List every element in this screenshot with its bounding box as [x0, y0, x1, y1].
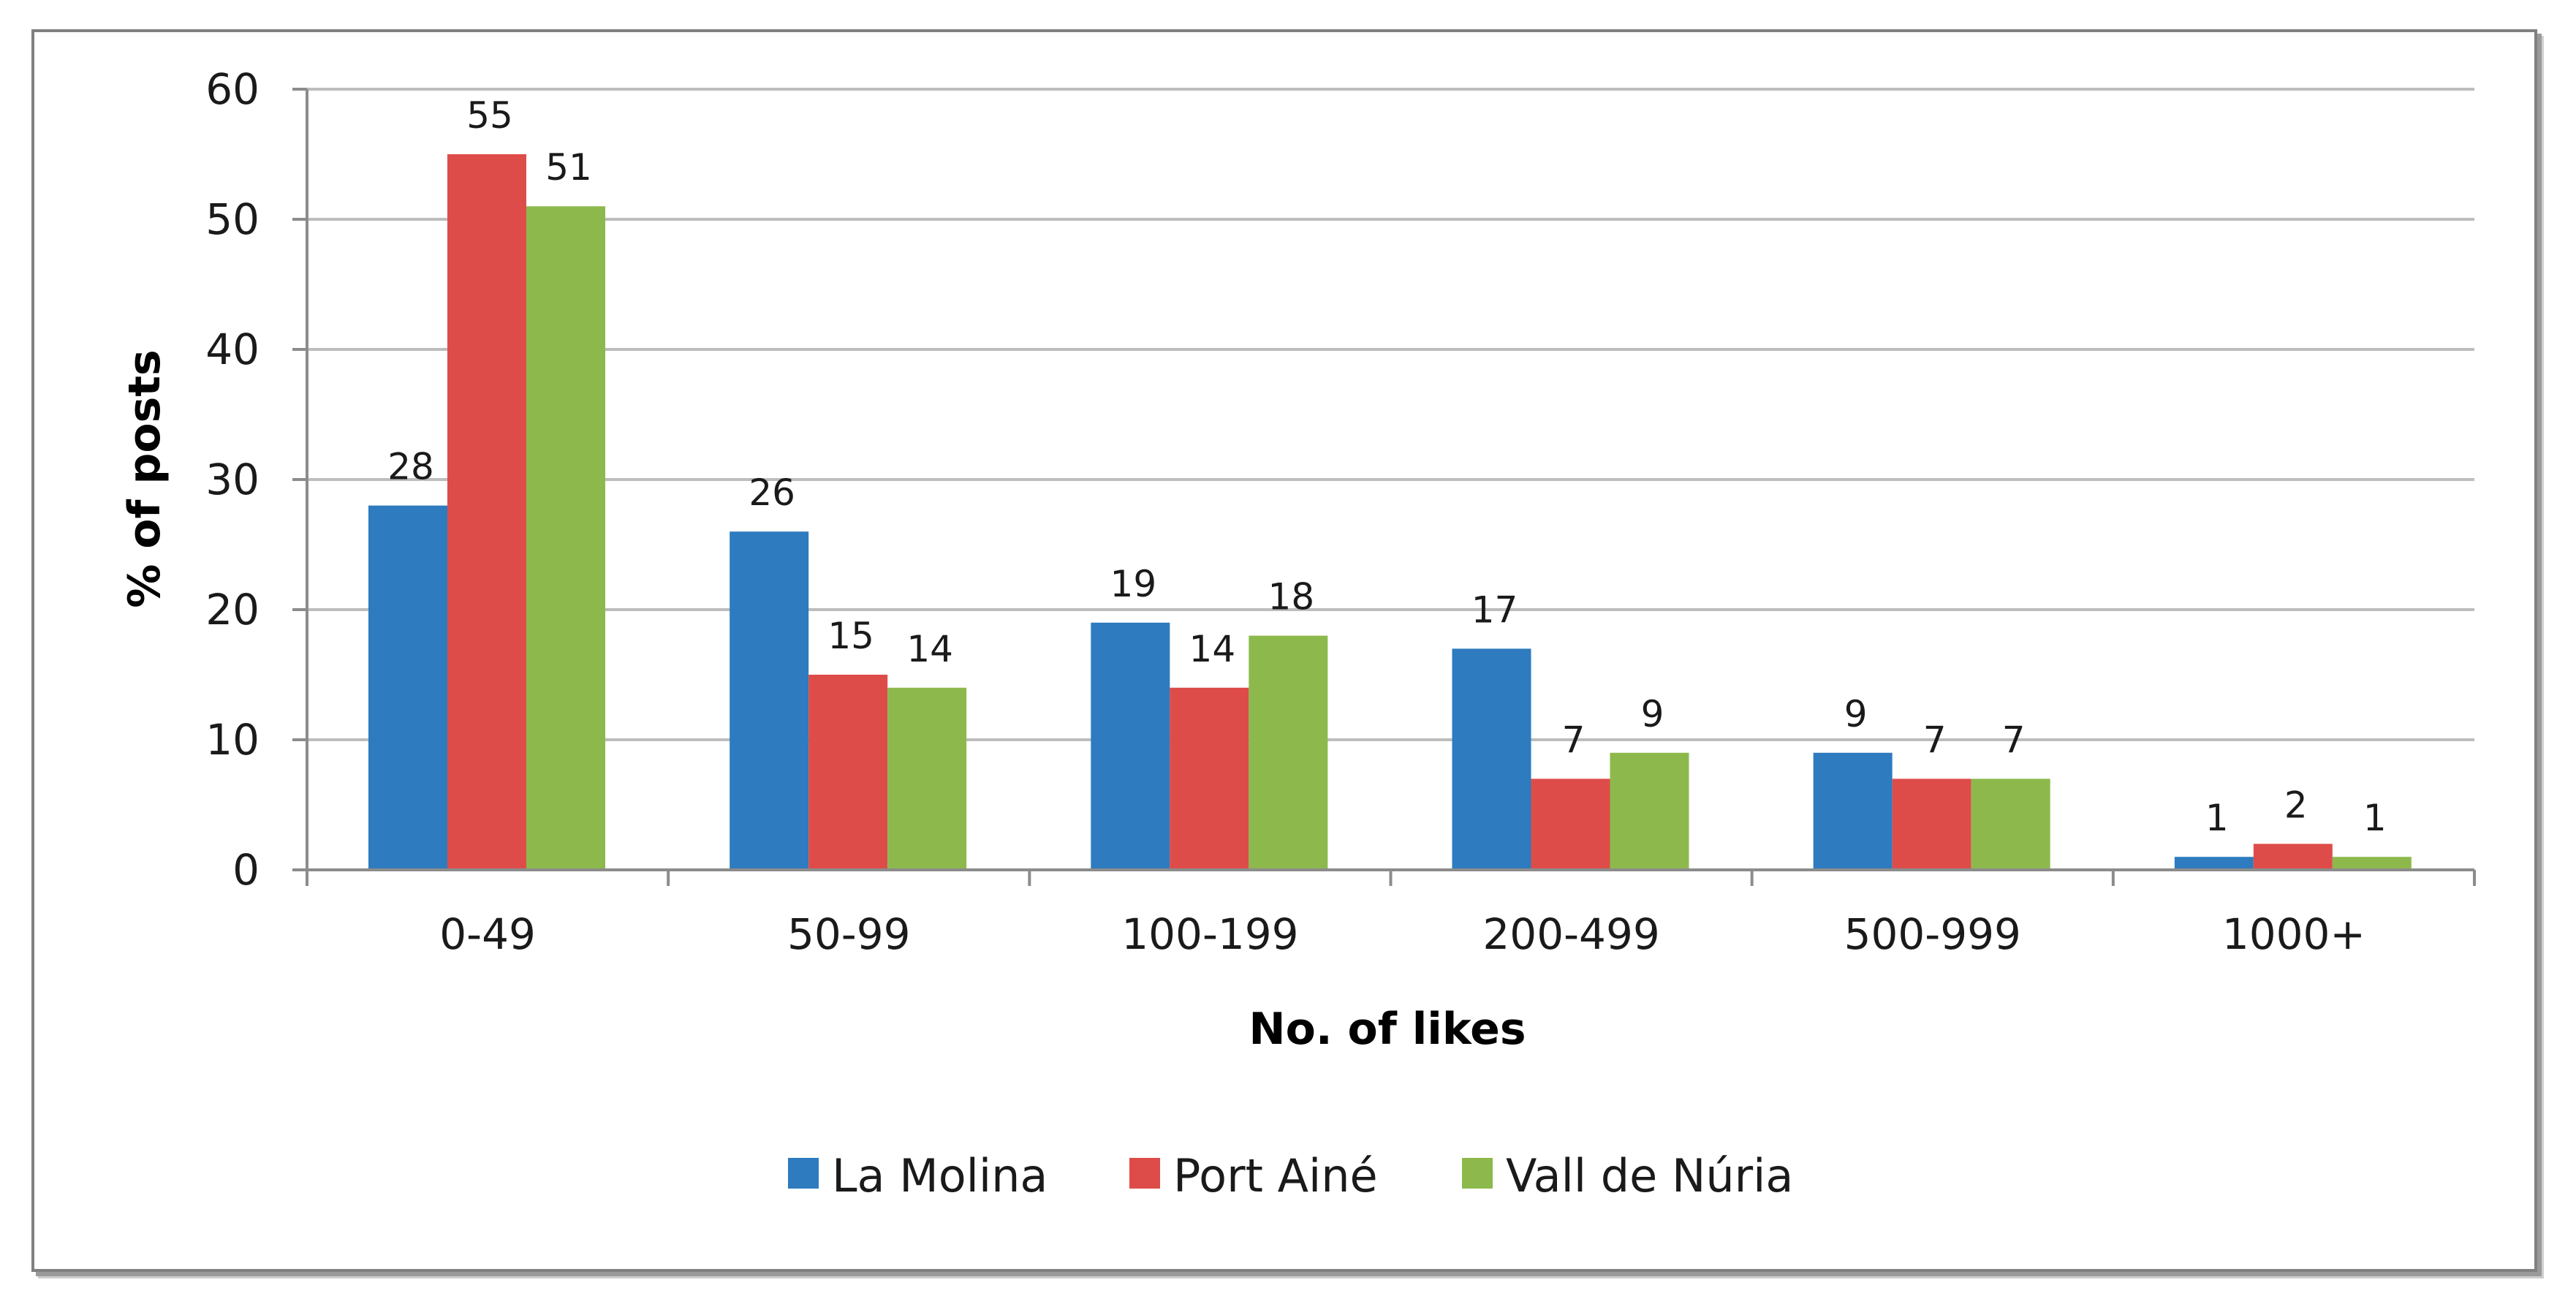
- gridlines: [307, 88, 2474, 741]
- bar-vall-de-n-ria-0-49: [526, 206, 605, 870]
- legend-label: La Molina: [832, 1149, 1048, 1202]
- data-label: 51: [545, 146, 592, 189]
- bar-vall-de-n-ria-1000+: [2332, 857, 2412, 870]
- y-tick-label: 30: [205, 455, 260, 504]
- bar-la-molina-0-49: [368, 505, 447, 870]
- bar-port-ain--50-99: [808, 675, 888, 870]
- data-label: 26: [749, 471, 795, 514]
- axes: 0 10 20 30 40 50 60 0-49 50-99 100-199 200-499 500-…: [205, 64, 2476, 959]
- x-tick-label: 50-99: [787, 909, 911, 959]
- bar-la-molina-1000+: [2174, 857, 2254, 870]
- x-tick-label: 0-49: [439, 909, 536, 959]
- x-tick-label: 500-999: [1844, 909, 2021, 959]
- legend-swatch: [1462, 1158, 1493, 1189]
- y-tick-label: 20: [205, 585, 260, 634]
- data-label: 1: [2363, 797, 2387, 839]
- bar-port-ain--1000+: [2253, 844, 2333, 870]
- x-tick-label: 1000+: [2222, 909, 2365, 959]
- data-label: 7: [1923, 719, 1947, 761]
- data-label: 18: [1268, 576, 1315, 618]
- x-tick-label: 200-499: [1482, 909, 1659, 959]
- bars: [368, 154, 2412, 870]
- data-label: 1: [2205, 797, 2229, 839]
- bar-vall-de-n-ria-200-499: [1610, 752, 1689, 870]
- bar-la-molina-100-199: [1091, 622, 1170, 870]
- data-label: 17: [1471, 588, 1518, 631]
- y-tick-label: 50: [205, 194, 260, 244]
- y-axis-title: % of posts: [119, 349, 170, 608]
- bar-vall-de-n-ria-50-99: [887, 687, 967, 870]
- legend-label: Port Ainé: [1173, 1149, 1378, 1202]
- bar-la-molina-50-99: [730, 531, 809, 870]
- data-label: 9: [1844, 693, 1868, 735]
- legend-swatch: [788, 1158, 819, 1189]
- data-label: 15: [827, 615, 874, 657]
- legend-label: Vall de Núria: [1506, 1149, 1793, 1202]
- data-label: 14: [906, 628, 953, 670]
- y-tick-label: 40: [205, 325, 260, 374]
- bar-port-ain--500-999: [1892, 778, 1971, 870]
- legend: La Molina Port Ainé Vall de Núria: [788, 1149, 1793, 1202]
- data-label: 7: [1562, 719, 1586, 761]
- data-label: 55: [466, 94, 513, 137]
- y-tick-label: 0: [232, 845, 260, 895]
- bar-port-ain--200-499: [1531, 778, 1610, 870]
- x-tick-label: 100-199: [1121, 909, 1298, 959]
- data-label: 14: [1189, 628, 1236, 670]
- bar-la-molina-500-999: [1813, 752, 1893, 870]
- bar-la-molina-200-499: [1452, 648, 1531, 870]
- legend-swatch: [1129, 1158, 1160, 1189]
- data-labels: 28 55 51 26 15 14 19 14 18 17 7 9 9 7 7 1 2 1: [387, 94, 2387, 839]
- data-label: 9: [1641, 693, 1664, 735]
- data-label: 28: [387, 446, 434, 488]
- bar-vall-de-n-ria-500-999: [1971, 778, 2050, 870]
- data-label: 2: [2284, 784, 2308, 826]
- x-axis-title: No. of likes: [1249, 1004, 1526, 1055]
- data-label: 19: [1110, 563, 1157, 605]
- bar-port-ain--100-199: [1170, 687, 1249, 870]
- y-tick-label: 60: [205, 64, 260, 114]
- y-tick-label: 10: [205, 715, 260, 765]
- bar-port-ain--0-49: [447, 154, 526, 870]
- bar-vall-de-n-ria-100-199: [1249, 635, 1328, 870]
- data-label: 7: [2002, 719, 2026, 761]
